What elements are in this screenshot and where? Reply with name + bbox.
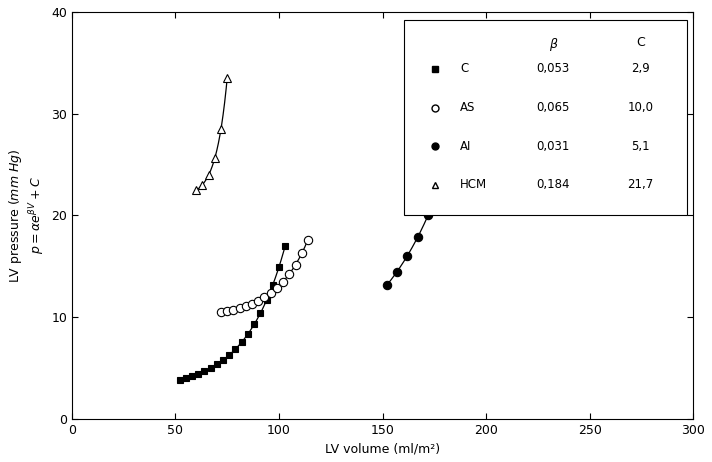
X-axis label: LV volume (ml/m²): LV volume (ml/m²) [325,442,440,455]
Text: 0,053: 0,053 [537,62,570,75]
Text: 0,031: 0,031 [537,140,570,152]
Text: 21,7: 21,7 [627,178,654,191]
Text: 0,065: 0,065 [537,101,570,114]
Text: HCM: HCM [460,178,487,191]
Bar [404,20,687,215]
Text: 5,1: 5,1 [631,140,649,152]
Y-axis label: LV pressure $(mm\ Hg)$
$p = \alpha e^{\beta V}+C$: LV pressure $(mm\ Hg)$ $p = \alpha e^{\b… [7,148,46,282]
Text: C: C [636,36,644,49]
Text: 10,0: 10,0 [627,101,654,114]
Text: AI: AI [460,140,471,152]
Text: 0,184: 0,184 [537,178,570,191]
Text: $\beta$: $\beta$ [548,36,558,53]
Text: AS: AS [460,101,476,114]
Text: 2,9: 2,9 [631,62,649,75]
Text: C: C [460,62,468,75]
